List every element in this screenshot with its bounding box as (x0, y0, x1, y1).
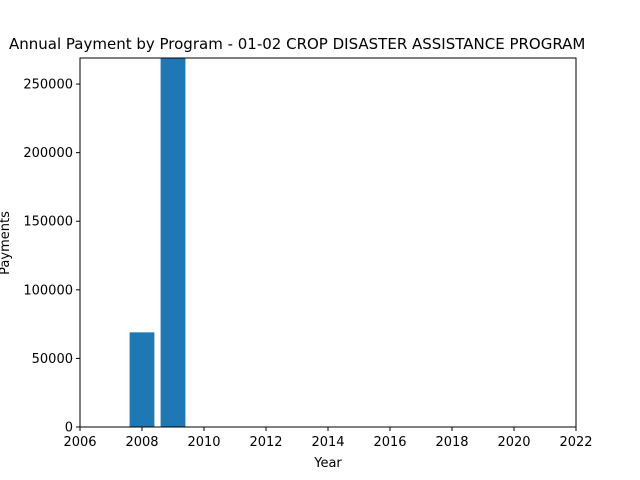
y-tick-label: 150000 (23, 215, 73, 230)
bars-group (129, 58, 186, 427)
y-tick-label: 200000 (23, 146, 73, 161)
y-tick-label: 50000 (32, 352, 73, 367)
x-tick-label: 2020 (497, 435, 530, 450)
bar-2009 (160, 58, 186, 427)
y-tick-label: 100000 (23, 283, 73, 298)
x-tick-label: 2014 (311, 435, 344, 450)
chart-title: Annual Payment by Program - 01-02 CROP D… (9, 35, 585, 53)
y-tick-label: 250000 (23, 78, 73, 93)
x-tick-label: 2008 (125, 435, 158, 450)
x-tick-label: 2022 (559, 435, 592, 450)
bar-2008 (129, 332, 155, 427)
y-axis-ticks: 0 50000 100000 150000 200000 250000 (23, 78, 80, 436)
x-tick-label: 2006 (63, 435, 96, 450)
x-tick-label: 2010 (187, 435, 220, 450)
x-tick-label: 2016 (373, 435, 406, 450)
y-axis-label: Payments (0, 211, 13, 275)
x-axis-ticks: 2006 2008 2010 2012 2014 2016 2018 2020 2022 (63, 427, 593, 450)
x-tick-label: 2018 (435, 435, 468, 450)
x-axis-label: Year (313, 456, 342, 471)
y-tick-label: 0 (65, 421, 73, 436)
x-tick-label: 2012 (249, 435, 282, 450)
